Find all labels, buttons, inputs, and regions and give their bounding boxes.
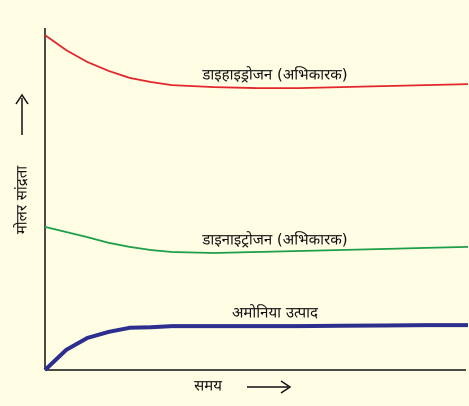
line-series [44,226,469,254]
x-arrow [247,380,292,394]
series-label: अमोनिया उत्पाद [232,304,319,322]
series-label: डाइहाइड्रोजन (अभिकारक) [201,66,347,84]
series-label: डाइनाइट्रोजन (अभिकारक) [201,231,347,249]
y-arrow [15,93,29,135]
y-axis-label: मोलर सांद्रता [13,165,31,234]
x-axis-label: समय [194,377,222,395]
line-series [43,323,468,372]
line-series [44,34,469,89]
